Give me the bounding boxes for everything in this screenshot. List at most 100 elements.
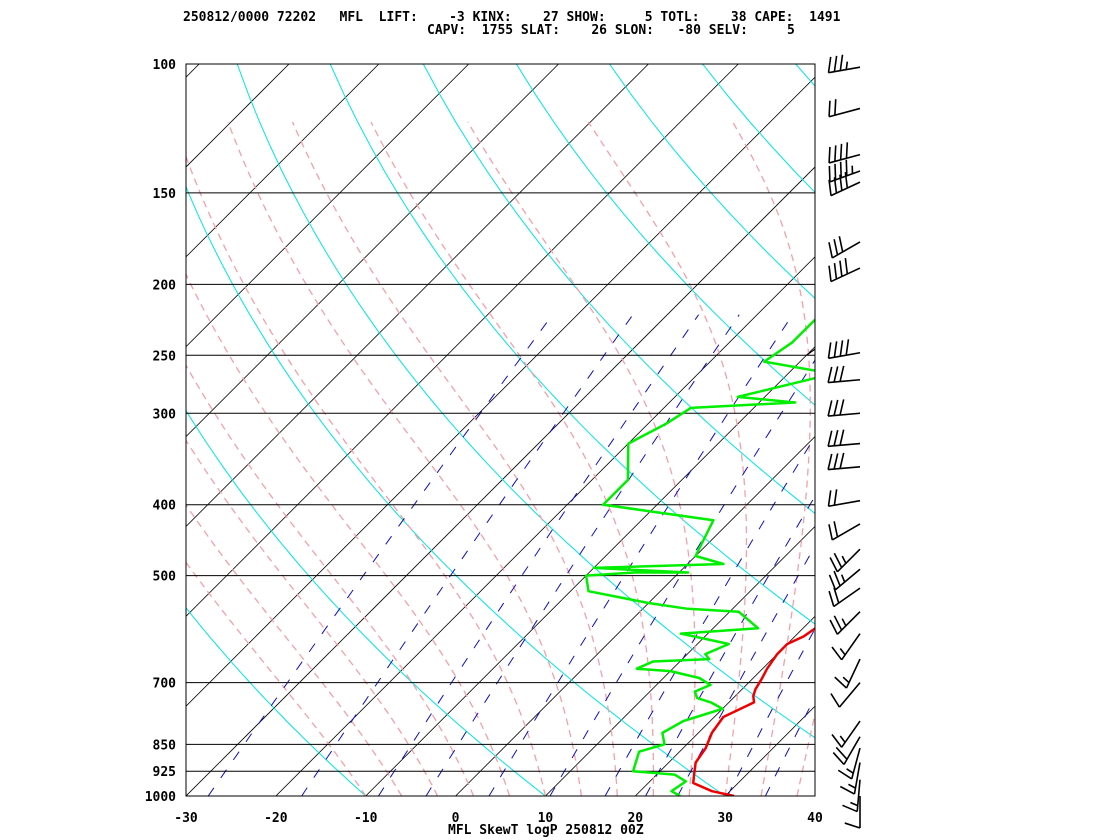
- isotherm--80: [186, 64, 469, 348]
- pressure-label: 200: [153, 278, 177, 293]
- barb-staff: [831, 241, 861, 259]
- barb-full: [833, 489, 838, 506]
- temperature-labels: -30 -20 -10 0 10 20 30 40: [174, 811, 823, 826]
- parcel-line: [806, 348, 815, 356]
- barb-staff: [828, 66, 861, 74]
- dry-adiabat: [186, 606, 367, 796]
- mixing-ratio-line: [207, 314, 553, 796]
- isotherm-50: [905, 64, 1120, 796]
- barb-full: [833, 263, 838, 280]
- barb-full: [828, 524, 834, 541]
- isotherm--20: [275, 256, 815, 796]
- barb-staff: [828, 351, 861, 360]
- barb-full: [837, 769, 853, 780]
- temperature-label: -10: [354, 811, 378, 826]
- barb-full: [839, 452, 845, 469]
- dry-adiabat: [889, 64, 1120, 812]
- barb-full: [828, 590, 835, 607]
- isotherm--120: [0, 64, 109, 796]
- moist-adiabat: [796, 710, 815, 796]
- moist-adiabat: [467, 121, 696, 796]
- barb-staff: [834, 568, 861, 591]
- barb-full: [833, 615, 843, 631]
- wind-barbs: [827, 54, 861, 829]
- mixing-ratio-line: [549, 359, 815, 796]
- dewpoint-line: [584, 317, 815, 796]
- barb-full: [844, 822, 861, 829]
- barb-full: [833, 177, 838, 194]
- barb-staff: [843, 736, 861, 765]
- barb-staff: [830, 181, 861, 197]
- barb-full: [834, 676, 848, 689]
- pressure-label: 400: [153, 499, 177, 514]
- moist-adiabat: [587, 121, 748, 796]
- barb-full: [833, 521, 839, 538]
- temperature-label: 10: [538, 811, 554, 826]
- isotherm--90: [186, 64, 380, 258]
- barb-staff: [828, 107, 861, 118]
- wind-barb: [827, 429, 861, 448]
- isotherm-20: [635, 615, 815, 796]
- wind-barb: [837, 747, 861, 780]
- moist-adiabat: [186, 154, 547, 796]
- isobars: [186, 63, 815, 797]
- barb-full: [831, 734, 843, 748]
- moist-adiabat: [370, 121, 655, 796]
- moist-adiabat: [186, 561, 367, 796]
- dry-adiabat: [329, 64, 815, 625]
- barb-full: [830, 693, 841, 708]
- barb-full: [833, 239, 839, 256]
- isotherm--50: [186, 64, 739, 617]
- moist-adiabat: [186, 272, 511, 796]
- barb-half: [850, 801, 859, 807]
- barb-staff: [830, 267, 861, 283]
- barb-staff: [840, 633, 861, 661]
- barb-full: [827, 430, 833, 447]
- dry-adiabat: [186, 409, 547, 796]
- barb-staff: [840, 720, 861, 748]
- dry-adiabat: [609, 64, 815, 299]
- barb-half: [841, 618, 847, 627]
- temperature-label: 30: [717, 811, 733, 826]
- barb-full: [839, 340, 844, 357]
- barb-half: [841, 555, 847, 564]
- barb-staff: [828, 465, 861, 471]
- wind-barb: [828, 521, 861, 541]
- moist-adiabat: [186, 363, 475, 796]
- moist-adiabat: [291, 121, 618, 796]
- barb-staff: [856, 779, 861, 812]
- barb-full: [829, 619, 839, 635]
- dry-adiabat: [422, 64, 815, 515]
- wind-barb: [834, 658, 861, 689]
- mixing-ratio-line: [378, 314, 700, 796]
- barb-half: [845, 61, 849, 70]
- barb-full: [845, 159, 848, 176]
- wind-barb: [827, 399, 861, 417]
- wind-barb: [832, 736, 861, 766]
- barb-staff: [831, 523, 861, 541]
- wind-barb: [827, 365, 861, 384]
- header-line-2: CAPV: 1755 SLAT: 26 SLON: -80 SELV: 5: [427, 23, 795, 38]
- wind-barb: [830, 682, 861, 708]
- barb-full: [839, 174, 843, 191]
- barb-full: [827, 342, 832, 359]
- barb-full: [827, 490, 832, 507]
- wind-barb: [828, 142, 861, 164]
- background-lines: [0, 64, 1120, 812]
- barb-full: [827, 56, 832, 73]
- pressure-label: 850: [153, 738, 177, 753]
- dry-adiabat: [1075, 64, 1120, 812]
- pressure-label: 925: [153, 765, 176, 780]
- barb-full: [842, 804, 858, 813]
- barb-staff: [833, 587, 861, 608]
- barb-half: [839, 735, 846, 743]
- temperature-label: -30: [174, 811, 198, 826]
- dry-adiabat: [982, 64, 1120, 812]
- barb-staff: [836, 611, 861, 635]
- barb-staff: [838, 682, 861, 708]
- barb-full: [827, 453, 833, 470]
- barb-staff: [836, 548, 861, 573]
- isotherm-10: [545, 525, 815, 796]
- temperature-line: [691, 627, 815, 796]
